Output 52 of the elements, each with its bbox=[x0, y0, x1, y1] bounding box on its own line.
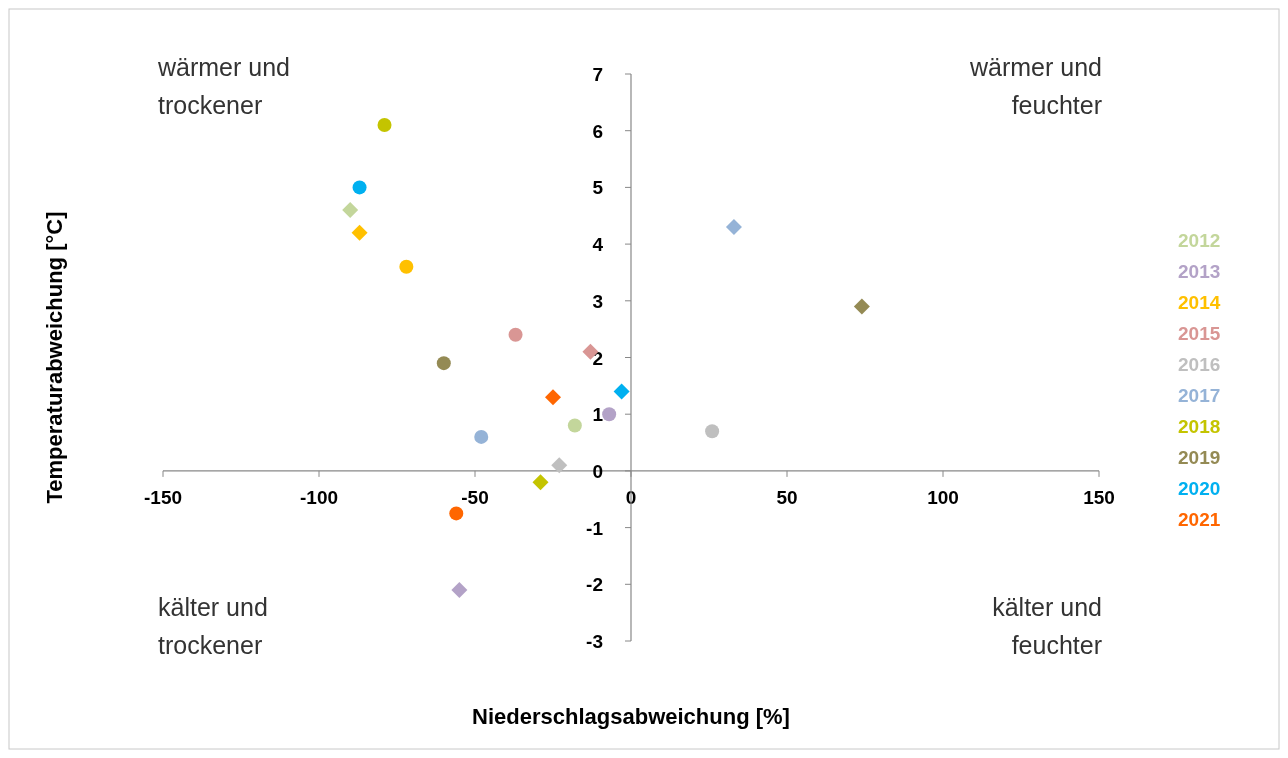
x-tick-label: -50 bbox=[461, 486, 489, 508]
annotation: kälter und feuchter bbox=[992, 593, 1102, 659]
point bbox=[545, 389, 561, 406]
y-tick-label: 3 bbox=[592, 290, 603, 312]
point bbox=[567, 418, 582, 433]
text: 2021 bbox=[1178, 509, 1221, 530]
text: 2016 bbox=[1178, 354, 1221, 375]
y-tick-label: 5 bbox=[592, 177, 604, 199]
x-tick-label: 100 bbox=[927, 486, 959, 508]
y-tick-label: 1 bbox=[592, 404, 604, 426]
text: 2018 bbox=[1178, 416, 1221, 437]
y-axis-title: Temperaturabweichung [°C] bbox=[42, 211, 67, 504]
x-tick-label: 0 bbox=[625, 486, 637, 508]
point bbox=[725, 219, 742, 236]
point bbox=[474, 429, 489, 444]
point bbox=[508, 327, 523, 342]
point bbox=[352, 180, 367, 195]
point bbox=[449, 506, 464, 521]
point bbox=[436, 356, 451, 371]
point bbox=[705, 424, 720, 439]
text: 2012 bbox=[1178, 230, 1221, 251]
y-tick-label: -3 bbox=[586, 631, 603, 652]
point bbox=[351, 224, 368, 241]
point bbox=[532, 474, 549, 491]
point bbox=[602, 407, 617, 422]
x-tick-label: -150 bbox=[143, 486, 183, 508]
text: 2013 bbox=[1178, 261, 1221, 282]
text: 2014 bbox=[1178, 292, 1221, 313]
point bbox=[377, 118, 392, 133]
text: 2015 bbox=[1178, 323, 1221, 344]
text: 2019 bbox=[1178, 447, 1221, 468]
point bbox=[551, 457, 568, 474]
y-tick-label: 4 bbox=[592, 234, 604, 256]
x-tick-label: -100 bbox=[299, 486, 339, 508]
y-tick-label: 7 bbox=[592, 64, 603, 85]
text: 2020 bbox=[1178, 478, 1221, 499]
text: 2017 bbox=[1178, 385, 1221, 406]
point bbox=[342, 202, 359, 219]
point bbox=[399, 259, 414, 274]
annotation: kälter und trockener bbox=[158, 593, 268, 659]
point bbox=[853, 298, 870, 315]
y-tick-label: 6 bbox=[592, 120, 603, 142]
y-tick-label: -1 bbox=[586, 517, 604, 539]
annotation: wärmer und feuchter bbox=[969, 53, 1102, 119]
y-tick-label: -2 bbox=[586, 574, 603, 596]
point bbox=[451, 581, 468, 598]
annotation: wärmer und trockener bbox=[157, 53, 290, 119]
x-tick-label: 150 bbox=[1083, 486, 1115, 508]
x-axis-title: Niederschlagsabweichung [%] bbox=[472, 704, 790, 729]
y-tick-label: 0 bbox=[592, 460, 603, 482]
x-tick-label: 50 bbox=[776, 486, 798, 508]
point bbox=[613, 383, 630, 400]
